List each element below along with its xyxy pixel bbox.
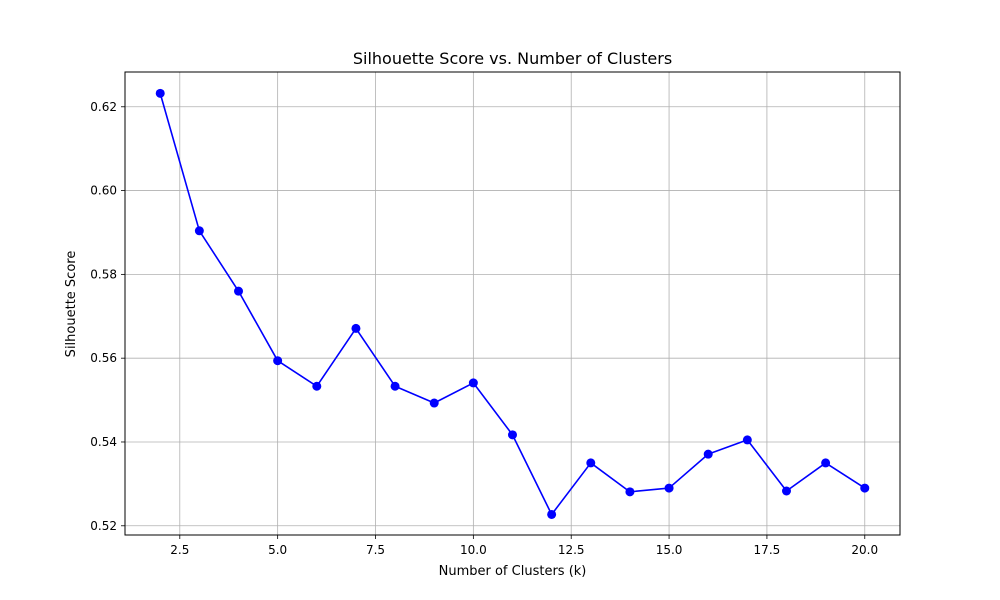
x-axis-label: Number of Clusters (k) xyxy=(439,564,587,579)
x-tick-label: 20.0 xyxy=(851,543,878,557)
series-layer xyxy=(155,88,870,519)
y-tick-label: 0.56 xyxy=(90,351,117,365)
y-tick-label: 0.60 xyxy=(90,184,117,198)
data-point xyxy=(781,486,791,496)
x-tick-label: 17.5 xyxy=(754,543,781,557)
y-axis-label: Silhouette Score xyxy=(64,251,79,358)
data-point xyxy=(429,398,439,408)
data-point xyxy=(625,487,635,497)
data-point xyxy=(821,458,831,468)
data-point xyxy=(860,483,870,493)
data-point xyxy=(155,88,165,98)
x-tick-label: 5.0 xyxy=(268,543,287,557)
data-point xyxy=(351,323,361,333)
y-tick-label: 0.52 xyxy=(90,519,117,533)
data-point xyxy=(273,356,283,366)
data-point xyxy=(194,226,204,236)
data-point xyxy=(234,286,244,296)
data-point xyxy=(703,449,713,459)
x-tick-label: 12.5 xyxy=(558,543,585,557)
y-tick-label: 0.62 xyxy=(90,100,117,114)
y-tick-label: 0.54 xyxy=(90,435,117,449)
chart-title: Silhouette Score vs. Number of Clusters xyxy=(353,49,672,68)
ticks: 2.5 5.0 7.5 10.0 12.5 15.0 17.5 20.0 0.52 0.54 0.5… xyxy=(90,100,878,557)
data-point xyxy=(547,509,557,519)
plot-frame xyxy=(124,71,901,536)
x-tick-label: 15.0 xyxy=(656,543,683,557)
data-point xyxy=(468,378,478,388)
x-tick-label: 10.0 xyxy=(460,543,487,557)
data-point xyxy=(508,430,517,440)
data-point xyxy=(390,381,400,391)
data-point xyxy=(586,458,596,468)
data-point xyxy=(664,483,674,493)
data-point xyxy=(312,381,322,391)
x-tick-label: 2.5 xyxy=(170,543,189,557)
gridlines xyxy=(125,72,900,535)
x-tick-label: 7.5 xyxy=(366,543,385,557)
y-tick-label: 0.58 xyxy=(90,267,117,281)
data-point xyxy=(742,435,752,445)
